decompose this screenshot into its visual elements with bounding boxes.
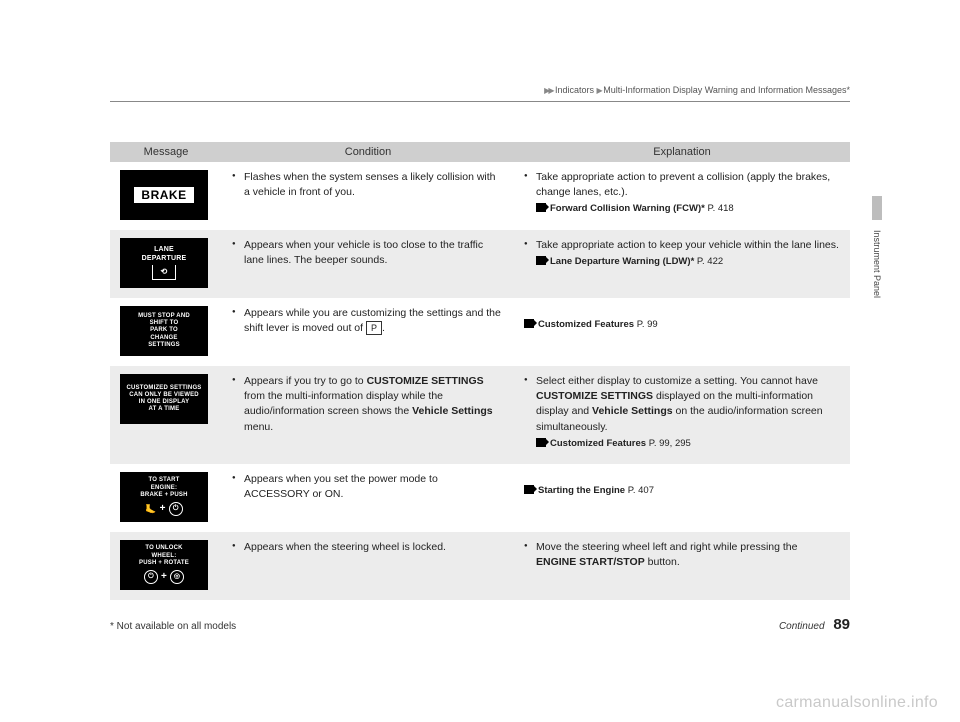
brake-icon: BRAKE xyxy=(120,170,208,220)
side-tab-block xyxy=(872,196,882,220)
message-table: Message Condition Explanation BRAKE Flash… xyxy=(110,142,850,600)
condition-text: Flashes when the system senses a likely … xyxy=(232,170,504,200)
reference-link: Forward Collision Warning (FCW)* P. 418 xyxy=(536,202,840,216)
breadcrumb-arrow-icon: ▶▶ xyxy=(544,86,552,95)
table-row: CUSTOMIZED SETTINGSCAN ONLY BE VIEWEDIN … xyxy=(110,366,850,464)
header-condition: Condition xyxy=(222,142,514,162)
header-explanation: Explanation xyxy=(514,142,850,162)
condition-text: Appears when your vehicle is too close t… xyxy=(232,238,504,268)
reference-link: Customized Features P. 99 xyxy=(524,318,840,332)
condition-text: Appears when you set the power mode to A… xyxy=(232,472,504,502)
reference-link: Customized Features P. 99, 295 xyxy=(536,437,840,451)
table-row: MUST STOP ANDSHIFT TOPARK TOCHANGESETTIN… xyxy=(110,298,850,366)
start-engine-icon: TO STARTENGINE:BRAKE + PUSH 🦶+⏻ xyxy=(120,472,208,522)
explanation-text: Take appropriate action to keep your veh… xyxy=(524,238,840,269)
park-symbol: P xyxy=(366,321,382,335)
breadcrumb-level2: Multi-Information Display Warning and In… xyxy=(603,85,850,95)
footnote: * Not available on all models xyxy=(110,621,236,632)
condition-text: Appears while you are customizing the se… xyxy=(232,306,504,336)
table-row: LANEDEPARTURE ⟲ Appears when your vehicl… xyxy=(110,230,850,298)
page-content: ▶▶ Indicators ▶ Multi-Information Displa… xyxy=(110,85,850,633)
side-tab-label: Instrument Panel xyxy=(872,230,882,298)
breadcrumb-arrow-icon: ▶ xyxy=(597,86,601,95)
lane-departure-icon: LANEDEPARTURE ⟲ xyxy=(120,238,208,288)
reference-link: Starting the Engine P. 407 xyxy=(524,484,840,498)
unlock-wheel-icon: TO UNLOCKWHEEL:PUSH + ROTATE ⏻+◎ xyxy=(120,540,208,590)
table-row: BRAKE Flashes when the system senses a li… xyxy=(110,162,850,230)
message-icon: MUST STOP ANDSHIFT TOPARK TOCHANGESETTIN… xyxy=(120,306,208,356)
page-footer: * Not available on all models Continued … xyxy=(110,616,850,633)
reference-link: Lane Departure Warning (LDW)* P. 422 xyxy=(536,255,840,269)
explanation-text: Take appropriate action to prevent a col… xyxy=(524,170,840,216)
page-number: 89 xyxy=(833,616,850,633)
breadcrumb-level1: Indicators xyxy=(555,85,594,95)
message-icon: CUSTOMIZED SETTINGSCAN ONLY BE VIEWEDIN … xyxy=(120,374,208,424)
table-row: TO UNLOCKWHEEL:PUSH + ROTATE ⏻+◎ Appears… xyxy=(110,532,850,600)
header-message: Message xyxy=(110,142,222,162)
breadcrumb: ▶▶ Indicators ▶ Multi-Information Displa… xyxy=(110,85,850,102)
continued-label: Continued xyxy=(779,621,825,632)
condition-text: Appears when the steering wheel is locke… xyxy=(232,540,504,555)
condition-text: Appears if you try to go to CUSTOMIZE SE… xyxy=(232,374,504,435)
watermark: carmanualsonline.info xyxy=(776,694,938,712)
explanation-text: Move the steering wheel left and right w… xyxy=(524,540,840,570)
table-row: TO STARTENGINE:BRAKE + PUSH 🦶+⏻ Appears … xyxy=(110,464,850,532)
explanation-text: Select either display to customize a set… xyxy=(524,374,840,451)
